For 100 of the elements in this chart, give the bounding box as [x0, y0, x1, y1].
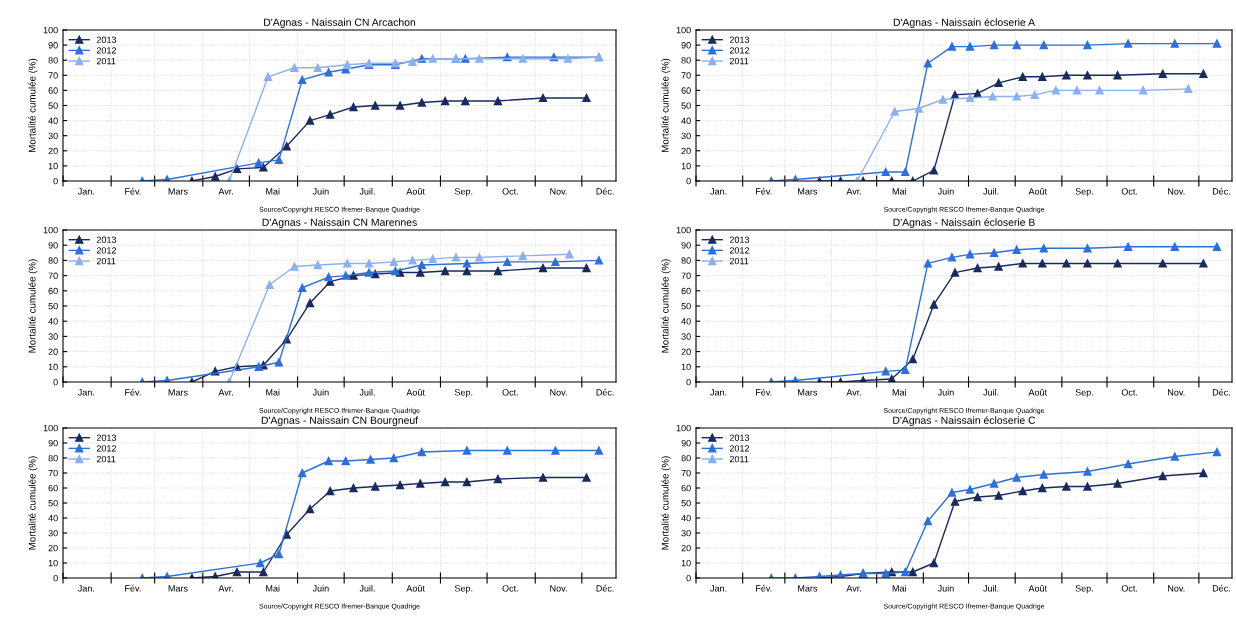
legend-label: 2013 — [729, 36, 750, 43]
y-tick-label: 30 — [48, 333, 58, 340]
x-tick-label: Juil. — [983, 187, 999, 195]
x-tick-label: Août — [406, 584, 425, 592]
y-tick-label: 0 — [686, 177, 691, 185]
x-tick-label: Oct. — [1121, 188, 1138, 195]
legend-label: 2011 — [96, 455, 116, 463]
x-tick-label: Août — [406, 187, 425, 195]
y-axis-title: Mortalité cumulée (%) — [28, 58, 38, 152]
y-tick-label: 40 — [681, 117, 691, 124]
legend-label: 2013 — [729, 434, 750, 441]
x-tick-label: Sep. — [1075, 188, 1093, 197]
y-tick-label: 100 — [676, 424, 691, 432]
x-tick-label: Fév. — [756, 187, 772, 195]
x-tick-label: Déc. — [1212, 187, 1230, 195]
y-tick-label: 40 — [681, 514, 691, 522]
x-tick-label: Juin — [312, 187, 329, 195]
x-tick-label: Avr. — [218, 585, 233, 592]
x-tick-label: Nov. — [1168, 389, 1185, 396]
y-axis-title: Mortalité cumulée (%) — [28, 259, 38, 353]
x-tick-label: Sep. — [454, 188, 473, 197]
x-tick-label: Nov. — [550, 389, 567, 396]
legend-label: 2013 — [96, 236, 117, 243]
x-tick-label: Août — [1028, 187, 1047, 195]
x-tick-label: Oct. — [502, 389, 518, 396]
x-tick-label: Déc. — [1212, 584, 1230, 592]
chart-title: D'Agnas - Naissain écloserie B — [893, 218, 1035, 228]
x-tick-label: Mai — [892, 388, 906, 396]
x-tick-label: Juil. — [983, 388, 999, 396]
y-tick-label: 10 — [48, 363, 58, 371]
chart-title: D'Agnas - Naissain CN Marennes — [262, 218, 417, 228]
y-axis-title: Mortalité cumulée (%) — [28, 456, 38, 550]
x-tick-label: Juil. — [359, 187, 375, 195]
x-tick-label: Avr. — [218, 188, 233, 195]
y-tick-label: 50 — [681, 102, 691, 109]
x-tick-label: Fév. — [756, 388, 772, 396]
y-tick-label: 90 — [48, 42, 58, 49]
x-tick-label: Mars — [798, 389, 818, 396]
legend-label: 2013 — [729, 236, 750, 243]
y-tick-label: 90 — [48, 242, 58, 249]
y-tick-label: 10 — [48, 162, 58, 170]
x-tick-label: Août — [1028, 388, 1047, 396]
chart-title: D'Agnas - Naissain écloserie A — [893, 18, 1036, 28]
x-tick-label: Déc. — [1212, 388, 1230, 396]
y-tick-label: 70 — [681, 272, 691, 279]
y-tick-label: 90 — [681, 439, 691, 447]
y-tick-label: 10 — [681, 363, 691, 371]
legend-label: 2012 — [729, 445, 750, 452]
y-axis-title: Mortalité cumulée (%) — [661, 456, 671, 550]
y-tick-label: 0 — [53, 574, 58, 582]
x-tick-label: Mai — [892, 187, 906, 195]
y-tick-label: 50 — [48, 302, 58, 310]
y-tick-label: 70 — [48, 272, 58, 279]
x-tick-label: Mai — [266, 388, 280, 396]
x-tick-label: Jan. — [710, 585, 727, 592]
x-tick-label: Jan. — [710, 188, 727, 195]
x-tick-label: Déc. — [596, 187, 614, 195]
y-tick-label: 20 — [681, 147, 691, 155]
y-tick-label: 80 — [681, 257, 691, 264]
y-tick-label: 60 — [48, 287, 58, 295]
y-tick-label: 100 — [676, 26, 691, 34]
x-tick-label: Avr. — [846, 389, 861, 396]
legend-label: 2011 — [96, 57, 116, 65]
x-tick-label: Mars — [168, 585, 188, 592]
x-tick-label: Sep. — [1075, 389, 1093, 398]
y-tick-label: 10 — [48, 559, 58, 567]
legend-label: 2013 — [96, 36, 117, 43]
y-tick-label: 70 — [681, 72, 691, 79]
y-tick-label: 60 — [681, 484, 691, 492]
y-tick-label: 30 — [48, 529, 58, 537]
legend-label: 2012 — [729, 47, 750, 54]
y-tick-label: 20 — [681, 544, 691, 552]
y-tick-label: 0 — [686, 378, 691, 386]
y-tick-label: 60 — [48, 484, 58, 492]
y-axis-title: Mortalité cumulée (%) — [661, 259, 671, 353]
y-tick-label: 50 — [681, 499, 691, 507]
x-tick-label: Nov. — [1168, 585, 1185, 592]
y-tick-label: 20 — [48, 147, 58, 155]
legend-label: 2011 — [729, 455, 749, 463]
x-tick-label: Déc. — [596, 584, 614, 592]
x-tick-label: Jan. — [77, 389, 95, 396]
y-tick-label: 40 — [48, 117, 58, 124]
y-tick-label: 90 — [48, 439, 58, 447]
chart-title: D'Agnas - Naissain écloserie C — [893, 416, 1036, 426]
y-tick-label: 40 — [48, 318, 58, 325]
y-tick-label: 20 — [48, 544, 58, 552]
y-tick-label: 100 — [43, 26, 58, 34]
x-tick-label: Juin — [312, 388, 329, 396]
chart-title: D'Agnas - Naissain CN Arcachon — [264, 18, 416, 28]
legend-label: 2011 — [729, 257, 749, 265]
legend-label: 2012 — [96, 445, 117, 452]
y-tick-label: 30 — [681, 333, 691, 340]
y-tick-label: 40 — [681, 318, 691, 325]
y-tick-label: 10 — [681, 162, 691, 170]
y-tick-label: 50 — [48, 102, 58, 109]
y-tick-label: 70 — [48, 469, 58, 477]
x-tick-label: Mai — [266, 187, 280, 195]
x-tick-label: Sep. — [1075, 585, 1093, 594]
x-tick-label: Mai — [266, 584, 280, 592]
x-tick-label: Août — [406, 388, 425, 396]
